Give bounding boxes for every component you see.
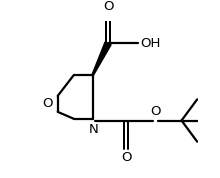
Text: N: N	[89, 123, 98, 136]
Polygon shape	[92, 42, 111, 76]
Text: O: O	[43, 97, 53, 110]
Text: O: O	[150, 105, 161, 118]
Text: O: O	[103, 0, 113, 13]
Text: O: O	[121, 151, 132, 164]
Text: OH: OH	[140, 37, 160, 50]
